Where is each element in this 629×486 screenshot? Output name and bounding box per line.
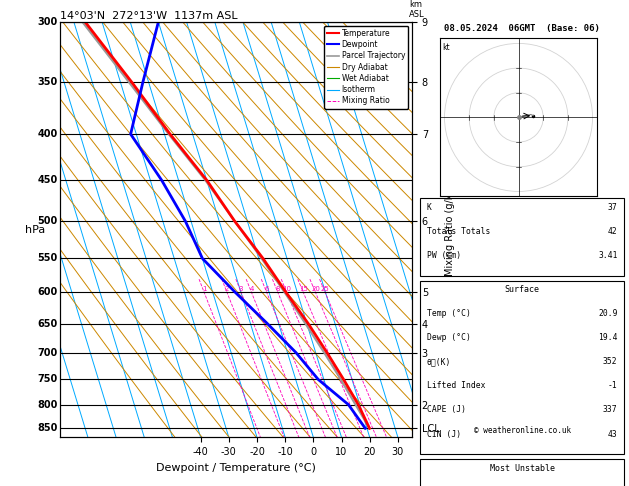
Legend: Temperature, Dewpoint, Parcel Trajectory, Dry Adiabat, Wet Adiabat, Isotherm, Mi: Temperature, Dewpoint, Parcel Trajectory…	[324, 26, 408, 108]
Text: 1: 1	[202, 286, 206, 293]
Y-axis label: Mixing Ratio (g/kg): Mixing Ratio (g/kg)	[445, 184, 455, 276]
Text: kt: kt	[443, 43, 450, 52]
Text: 14°03'N  272°13'W  1137m ASL: 14°03'N 272°13'W 1137m ASL	[60, 11, 237, 21]
Text: CIN (J): CIN (J)	[426, 430, 460, 438]
Text: 08.05.2024  06GMT  (Base: 06): 08.05.2024 06GMT (Base: 06)	[444, 24, 600, 33]
Text: 20: 20	[311, 286, 320, 293]
Text: Temp (°C): Temp (°C)	[426, 309, 470, 318]
Text: PW (cm): PW (cm)	[426, 251, 460, 260]
Bar	[420, 459, 624, 486]
Text: 4: 4	[249, 286, 253, 293]
Text: 400: 400	[38, 129, 58, 139]
Text: 337: 337	[603, 405, 618, 415]
Text: 850: 850	[38, 423, 58, 434]
Text: 19.4: 19.4	[598, 333, 618, 342]
Text: 800: 800	[38, 399, 58, 410]
Bar	[420, 281, 624, 454]
Text: hPa: hPa	[25, 225, 45, 235]
Bar	[420, 198, 624, 276]
Text: 550: 550	[38, 253, 58, 263]
Text: 352: 352	[603, 357, 618, 366]
Text: 15: 15	[299, 286, 308, 293]
Text: 350: 350	[38, 77, 58, 87]
Text: 3.41: 3.41	[598, 251, 618, 260]
Text: θᴇ(K): θᴇ(K)	[426, 357, 451, 366]
Text: 650: 650	[38, 319, 58, 329]
Text: 25: 25	[321, 286, 330, 293]
Text: 600: 600	[38, 287, 58, 297]
X-axis label: Dewpoint / Temperature (°C): Dewpoint / Temperature (°C)	[156, 463, 316, 473]
Text: Totals Totals: Totals Totals	[426, 227, 490, 236]
Text: © weatheronline.co.uk: © weatheronline.co.uk	[474, 426, 571, 435]
Text: 6: 6	[264, 286, 269, 293]
Text: 10: 10	[282, 286, 291, 293]
Text: 2: 2	[225, 286, 229, 293]
Text: 3: 3	[239, 286, 243, 293]
Text: 42: 42	[608, 227, 618, 236]
Text: 500: 500	[38, 216, 58, 226]
Text: 37: 37	[608, 203, 618, 211]
Text: CAPE (J): CAPE (J)	[426, 405, 465, 415]
Text: Surface: Surface	[504, 285, 540, 294]
Text: K: K	[426, 203, 431, 211]
Text: 300: 300	[38, 17, 58, 27]
Text: 750: 750	[38, 375, 58, 384]
Text: 20.9: 20.9	[598, 309, 618, 318]
Text: 8: 8	[276, 286, 280, 293]
Text: km
ASL: km ASL	[409, 0, 425, 19]
Text: Lifted Index: Lifted Index	[426, 382, 485, 390]
Text: 450: 450	[38, 175, 58, 185]
Text: -1: -1	[608, 382, 618, 390]
Text: 43: 43	[608, 430, 618, 438]
Text: 700: 700	[38, 347, 58, 358]
Text: Most Unstable: Most Unstable	[489, 464, 555, 472]
Text: Dewp (°C): Dewp (°C)	[426, 333, 470, 342]
